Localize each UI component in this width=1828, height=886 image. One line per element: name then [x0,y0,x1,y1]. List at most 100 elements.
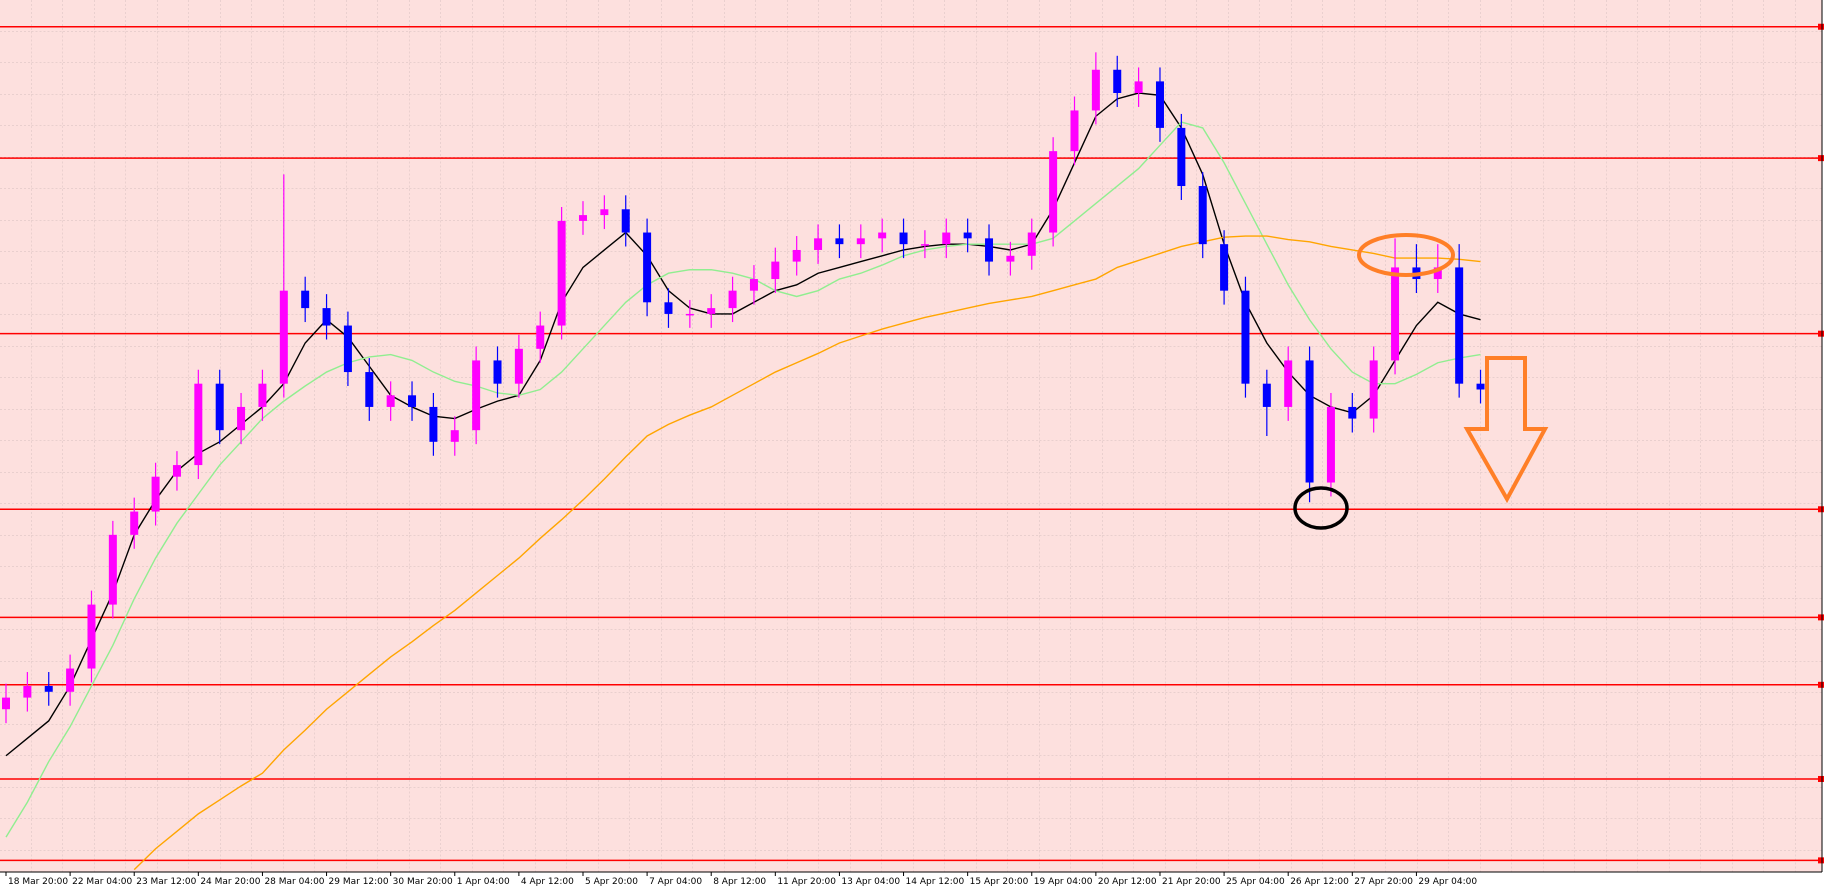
level-marker [1818,681,1824,688]
x-tick-label: 29 Apr 04:00 [1418,877,1477,886]
candle-body [1369,360,1378,419]
candle-body [237,406,246,431]
x-tick-label: 11 Apr 20:00 [777,877,836,886]
x-tick-label: 18 Mar 20:00 [8,877,68,886]
candle-body [1091,69,1100,111]
x-tick-label: 26 Apr 12:00 [1290,877,1349,886]
candle-body [792,249,801,262]
levels [0,23,1824,864]
x-tick-label: 7 Apr 04:00 [649,877,702,886]
candle-body [194,383,203,466]
x-axis: 18 Mar 20:00 22 Mar 04:00 23 Mar 12:00 24 M… [5,872,1477,886]
candles [2,52,1485,724]
candle-body [408,395,417,407]
candle-body [87,604,96,669]
candle-body [215,383,224,431]
candle-body [1177,127,1186,187]
candle-body [1348,406,1357,419]
candle-body [963,232,972,239]
moving-average [5,92,1481,757]
x-tick-label: 25 Apr 04:00 [1226,877,1285,886]
x-tick-label: 24 Mar 20:00 [200,877,260,886]
x-tick-label: 21 Apr 20:00 [1162,877,1221,886]
x-tick-label: 30 Mar 20:00 [393,877,453,886]
candle-body [835,238,844,245]
level-marker [1818,775,1824,782]
level-marker [1818,857,1824,864]
level-marker [1818,23,1824,30]
candle-body [643,232,652,303]
candle-body [899,232,908,245]
candle-body [578,215,587,221]
x-tick-label: 19 Apr 04:00 [1034,877,1093,886]
candle-body [365,372,374,407]
candle-body [1391,267,1400,361]
candle-body [1476,383,1485,390]
candle-body [1455,267,1464,384]
candle-body [450,430,459,442]
candle-body [1113,69,1122,94]
candle-body [258,383,267,407]
x-tick-label: 15 Apr 20:00 [970,877,1029,886]
candle-body [664,302,673,314]
candle-body [1049,151,1058,233]
x-tick-label: 22 Mar 04:00 [72,877,132,886]
x-tick-label: 29 Mar 12:00 [329,877,389,886]
candle-body [343,325,352,373]
candle-body [1220,244,1229,291]
candle-body [942,232,951,245]
level-marker [1818,155,1824,162]
x-tick-label: 28 Mar 04:00 [264,877,324,886]
down-arrow [1463,356,1549,504]
candle-body [1198,186,1207,245]
candle-body [44,685,53,692]
candle-body [1027,232,1036,256]
candle-body [600,209,609,216]
candle-body [685,313,694,316]
candle-body [66,668,75,692]
moving-average [133,235,1481,871]
candle-body [1305,360,1314,483]
moving-averages [5,92,1481,871]
candle-body [814,238,823,250]
candle-body [1433,267,1442,280]
x-tick-label: 14 Apr 12:00 [906,877,965,886]
x-tick-label: 27 Apr 20:00 [1354,877,1413,886]
x-tick-label: 1 Apr 04:00 [457,877,510,886]
candle-body [1155,81,1164,128]
candle-body [856,238,865,245]
level-marker [1818,506,1824,513]
candle-body [1241,290,1250,384]
resistance-highlight [1357,233,1455,277]
candle-body [1134,81,1143,94]
candle-body [23,685,32,698]
candle-body [429,406,438,442]
support-highlight [1293,486,1349,530]
candle-body [493,360,502,384]
candle-body [151,476,160,512]
candle-body [130,511,139,535]
candle-body [1326,406,1335,483]
candle-body [108,534,117,605]
x-tick-label: 5 Apr 20:00 [585,877,638,886]
level-marker [1818,614,1824,621]
candle-body [472,360,481,431]
candle-body [536,325,545,349]
candle-body [749,279,758,291]
candle-body [1284,360,1293,407]
moving-average [5,121,1481,838]
x-tick-label: 4 Apr 12:00 [521,877,574,886]
candle-body [386,395,395,407]
candle-body [621,209,630,233]
candle-body [301,290,310,309]
candle-body [279,290,288,384]
candle-body [2,697,10,710]
candle-body [514,348,523,384]
x-tick-label: 13 Apr 04:00 [841,877,900,886]
level-marker [1818,330,1824,337]
x-tick-label: 20 Apr 12:00 [1098,877,1157,886]
candle-body [1262,383,1271,407]
candle-body [322,308,331,326]
